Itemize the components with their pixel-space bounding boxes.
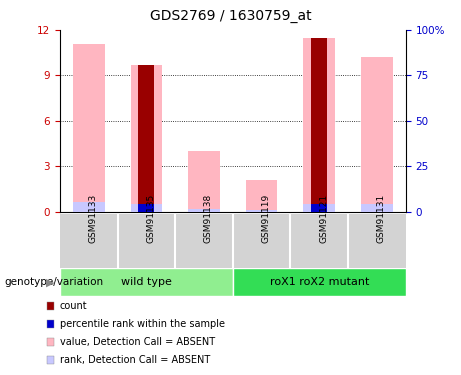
Bar	[361, 204, 393, 212]
Text: wild type: wild type	[121, 277, 172, 287]
Bar	[73, 44, 105, 212]
Bar	[188, 209, 220, 212]
Text: GSM91121: GSM91121	[319, 194, 328, 243]
Bar	[303, 38, 335, 212]
Text: ▶: ▶	[46, 277, 54, 287]
Bar	[311, 38, 327, 212]
Bar	[130, 65, 162, 212]
Bar	[246, 180, 278, 212]
Text: GSM91131: GSM91131	[377, 194, 386, 243]
Text: GSM91119: GSM91119	[262, 194, 271, 243]
Text: genotype/variation: genotype/variation	[5, 277, 104, 287]
Bar	[303, 204, 335, 212]
Bar	[138, 204, 154, 212]
Bar	[73, 202, 105, 212]
Text: percentile rank within the sample: percentile rank within the sample	[60, 319, 225, 328]
Bar	[233, 268, 406, 296]
Bar	[60, 268, 233, 296]
Bar	[246, 210, 278, 212]
Text: count: count	[60, 301, 88, 310]
Text: GSM91135: GSM91135	[146, 194, 155, 243]
Bar	[130, 204, 162, 212]
Text: GDS2769 / 1630759_at: GDS2769 / 1630759_at	[150, 9, 311, 23]
Text: rank, Detection Call = ABSENT: rank, Detection Call = ABSENT	[60, 355, 210, 364]
Bar	[138, 65, 154, 212]
Bar	[361, 57, 393, 212]
Bar	[188, 151, 220, 212]
Text: value, Detection Call = ABSENT: value, Detection Call = ABSENT	[60, 337, 215, 346]
Text: roX1 roX2 mutant: roX1 roX2 mutant	[270, 277, 369, 287]
Bar	[311, 204, 327, 212]
Text: GSM91133: GSM91133	[89, 194, 98, 243]
Text: GSM91138: GSM91138	[204, 194, 213, 243]
